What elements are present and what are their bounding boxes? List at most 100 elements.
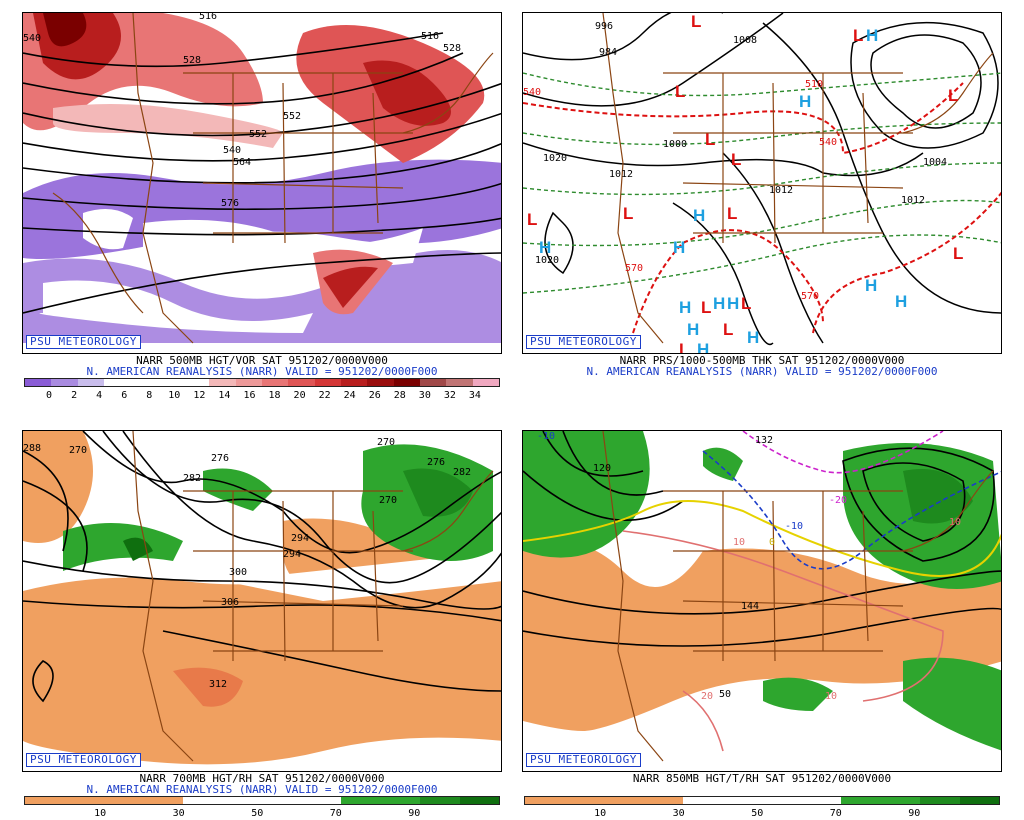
contour-label: 1012	[901, 195, 925, 206]
caption-line1: NARR PRS/1000-500MB THK SAT 951202/0000V…	[619, 354, 905, 367]
color-swatch	[143, 797, 183, 804]
contour-label: 552	[283, 111, 301, 122]
color-swatch	[77, 379, 104, 386]
contour-label: 50	[719, 689, 731, 700]
psu-meteorology-label: PSU METEOROLOGY	[526, 753, 641, 767]
color-swatch	[182, 379, 210, 386]
contour-label: 1012	[769, 185, 793, 196]
scale-tick: 26	[368, 390, 381, 401]
scale-tick: 2	[71, 390, 78, 401]
contour-label: 1000	[663, 139, 687, 150]
contour-label: -10	[785, 521, 803, 532]
svg-text:L: L	[853, 26, 863, 45]
rh-color-scale	[24, 796, 500, 805]
color-swatch	[104, 797, 144, 804]
contour-label: 540	[23, 33, 41, 44]
color-swatch	[959, 797, 999, 804]
svg-text:L: L	[723, 320, 733, 339]
contour-label: 564	[233, 157, 251, 168]
contour-label: 0	[769, 537, 775, 548]
color-swatch	[801, 797, 841, 804]
contour-label: 288	[23, 443, 41, 454]
contour-label: 306	[221, 597, 239, 608]
contour-label: 294	[291, 533, 309, 544]
color-swatch	[156, 379, 183, 386]
svg-text:L: L	[953, 244, 963, 263]
color-swatch	[367, 379, 394, 386]
svg-text:H: H	[679, 298, 691, 317]
svg-text:L: L	[527, 210, 537, 229]
color-swatch	[525, 797, 565, 804]
caption-line1: NARR 700MB HGT/RH SAT 951202/0000V000	[139, 772, 385, 785]
contour-label: 20	[701, 691, 713, 702]
scale-tick: 30	[672, 808, 685, 819]
svg-text:H: H	[713, 294, 725, 313]
svg-text:L: L	[705, 130, 715, 149]
color-swatch	[301, 797, 341, 804]
svg-text:H: H	[895, 292, 907, 311]
color-swatch	[419, 379, 447, 386]
psu-meteorology-label: PSU METEOROLOGY	[526, 335, 641, 349]
color-swatch	[209, 379, 236, 386]
scale-tick: 50	[251, 808, 264, 819]
svg-text:L: L	[731, 150, 741, 169]
scale-tick: 0	[46, 390, 53, 401]
map-850mb: -10 132 120 -20 -10 10 0 144 20 50 10 10…	[522, 430, 1002, 772]
caption-line2: N. AMERICAN REANALYSIS (NARR) VALID = 95…	[86, 783, 438, 796]
rh-color-scale	[524, 796, 1000, 805]
contour-label: 996	[595, 21, 613, 32]
color-swatch	[235, 379, 262, 386]
contour-label: 576	[221, 198, 239, 209]
scale-tick: 90	[908, 808, 921, 819]
contour-label: 1008	[733, 35, 757, 46]
color-swatch	[643, 797, 683, 804]
contour-label: 10	[733, 537, 745, 548]
contour-label: 270	[379, 495, 397, 506]
map-700mb: 270 276 282 288 294 300 306 312 276 270 …	[22, 430, 502, 772]
color-swatch	[261, 379, 289, 386]
svg-text:H: H	[539, 238, 551, 257]
svg-text:L: L	[691, 13, 701, 31]
thickness-label: 570	[625, 263, 643, 274]
contour-label: 10	[949, 517, 961, 528]
color-swatch	[722, 797, 762, 804]
thickness-label: 570	[801, 291, 819, 302]
contour-label: -10	[537, 431, 555, 442]
color-swatch	[314, 379, 341, 386]
scale-tick: 28	[393, 390, 406, 401]
contour-label: 10	[825, 691, 837, 702]
scale-tick: 24	[343, 390, 356, 401]
svg-text:L: L	[675, 82, 685, 101]
caption-line1: NARR 500MB HGT/VOR SAT 951202/0000V000	[136, 354, 388, 367]
svg-text:H: H	[799, 92, 811, 111]
color-swatch	[683, 797, 723, 804]
svg-text:H: H	[727, 294, 739, 313]
scale-tick: 10	[94, 808, 107, 819]
caption-line1: NARR 850MB HGT/T/RH SAT 951202/0000V000	[632, 772, 892, 785]
scale-tick: 34	[468, 390, 481, 401]
color-swatch	[262, 797, 302, 804]
color-swatch	[459, 797, 499, 804]
psu-meteorology-label: PSU METEOROLOGY	[26, 335, 141, 349]
map-pressure: L L H H L L L L L H L H L H H L H H L H	[522, 12, 1002, 354]
svg-text:H: H	[697, 340, 709, 354]
svg-text:L: L	[701, 298, 711, 317]
color-swatch	[420, 797, 460, 804]
thickness-label: 540	[523, 87, 541, 98]
color-swatch	[183, 797, 223, 804]
color-swatch	[604, 797, 644, 804]
scale-tick: 32	[443, 390, 456, 401]
rh-scale-ticks: 10 30 50 70 90	[524, 808, 1000, 820]
svg-text:H: H	[747, 328, 759, 347]
color-swatch	[393, 379, 420, 386]
thickness-label: 540	[819, 137, 837, 148]
scale-tick: 16	[243, 390, 256, 401]
svg-text:H: H	[693, 206, 705, 225]
scale-tick: 20	[293, 390, 306, 401]
color-swatch	[380, 797, 420, 804]
caption-line2: N. AMERICAN REANALYSIS (NARR) VALID = 95…	[86, 365, 438, 378]
contour-label: 540	[223, 145, 241, 156]
contour-label: 276	[427, 457, 445, 468]
color-swatch	[130, 379, 157, 386]
scale-tick: 18	[268, 390, 281, 401]
